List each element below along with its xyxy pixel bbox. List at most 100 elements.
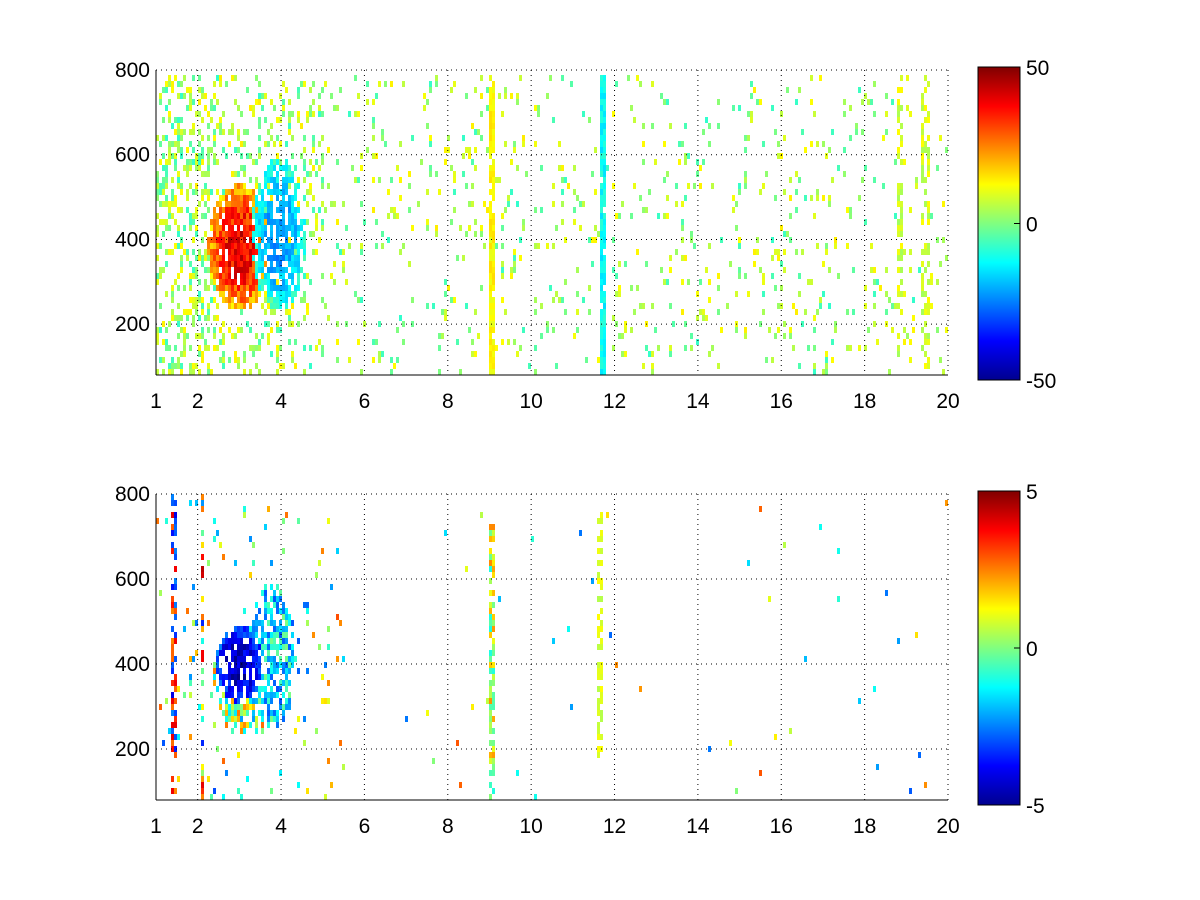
heatmap-cell: [219, 698, 222, 704]
heatmap-cell: [921, 141, 924, 147]
heatmap-cell: [246, 632, 249, 638]
heatmap-cell: [489, 309, 492, 315]
x-tick-label: 12: [603, 815, 626, 838]
heatmap-cell: [327, 315, 330, 321]
heatmap-cell: [558, 297, 561, 303]
heatmap-cell: [897, 249, 900, 255]
heatmap-cell: [252, 267, 255, 273]
heatmap-cell: [177, 357, 180, 363]
heatmap-cell: [594, 147, 597, 153]
heatmap-cell: [675, 183, 678, 189]
heatmap-cell: [288, 243, 291, 249]
heatmap-cell: [234, 147, 237, 153]
heatmap-cell: [465, 231, 468, 237]
heatmap-cell: [165, 165, 168, 171]
heatmap-cell: [669, 267, 672, 273]
heatmap-cell: [267, 339, 270, 345]
heatmap-cell: [282, 81, 285, 87]
heatmap-cell: [252, 189, 255, 195]
heatmap-cell: [507, 195, 510, 201]
heatmap-cell: [423, 93, 426, 99]
heatmap-cell: [210, 249, 213, 255]
heatmap-cell: [168, 207, 171, 213]
heatmap-cell: [492, 81, 495, 87]
heatmap-cell: [828, 195, 831, 201]
heatmap-cell: [231, 219, 234, 225]
heatmap-cell: [789, 333, 792, 339]
heatmap-cell: [273, 662, 276, 668]
heatmap-cell: [462, 255, 465, 261]
heatmap-cell: [708, 351, 711, 357]
heatmap-cell: [285, 237, 288, 243]
heatmap-cell: [276, 722, 279, 728]
heatmap-cell: [816, 189, 819, 195]
heatmap-cell: [492, 189, 495, 195]
heatmap-cell: [492, 560, 495, 566]
heatmap-cell: [474, 309, 477, 315]
heatmap-cell: [237, 788, 240, 794]
heatmap-cell: [276, 219, 279, 225]
heatmap-cell: [873, 279, 876, 285]
heatmap-cell: [600, 195, 603, 201]
heatmap-cell: [705, 117, 708, 123]
heatmap-cell: [924, 339, 927, 345]
heatmap-cell: [231, 243, 234, 249]
heatmap-cell: [699, 279, 702, 285]
heatmap-cell: [234, 560, 237, 566]
heatmap-cell: [222, 267, 225, 273]
heatmap-cell: [909, 357, 912, 363]
heatmap-cell: [231, 656, 234, 662]
heatmap-cell: [285, 285, 288, 291]
heatmap-cell: [921, 129, 924, 135]
heatmap-cell: [498, 93, 501, 99]
heatmap-cell: [531, 536, 534, 542]
heatmap-cell: [249, 626, 252, 632]
heatmap-cell: [216, 656, 219, 662]
heatmap-cell: [198, 141, 201, 147]
heatmap-cell: [600, 141, 603, 147]
heatmap-cell: [213, 207, 216, 213]
heatmap-cell: [264, 309, 267, 315]
heatmap-cell: [624, 261, 627, 267]
heatmap-cell: [225, 710, 228, 716]
heatmap-cell: [276, 345, 279, 351]
heatmap-cell: [216, 189, 219, 195]
heatmap-cell: [399, 315, 402, 321]
heatmap-cell: [237, 285, 240, 291]
heatmap-cell: [189, 309, 192, 315]
heatmap-cell: [243, 506, 246, 512]
heatmap-cell: [489, 752, 492, 758]
heatmap-cell: [921, 309, 924, 315]
heatmap-cell: [213, 81, 216, 87]
heatmap-cell: [252, 686, 255, 692]
heatmap-cell: [825, 243, 828, 249]
heatmap-cell: [249, 668, 252, 674]
heatmap-cell: [276, 602, 279, 608]
heatmap-cell: [930, 279, 933, 285]
heatmap-cell: [216, 159, 219, 165]
heatmap-cell: [180, 147, 183, 153]
heatmap-cell: [252, 542, 255, 548]
heatmap-cell: [246, 279, 249, 285]
heatmap-cell: [207, 249, 210, 255]
heatmap-cell: [504, 93, 507, 99]
heatmap-cell: [597, 231, 600, 237]
x-tick-label: 6: [359, 390, 371, 413]
heatmap-cell: [180, 363, 183, 369]
heatmap-cell: [303, 159, 306, 165]
heatmap-cell: [279, 656, 282, 662]
heatmap-cell: [198, 369, 201, 375]
heatmap-cell: [201, 764, 204, 770]
heatmap-cell: [171, 698, 174, 704]
heatmap-cell: [198, 87, 201, 93]
heatmap-cell: [378, 81, 381, 87]
heatmap-cell: [615, 291, 618, 297]
heatmap-cell: [261, 590, 264, 596]
heatmap-cell: [303, 740, 306, 746]
heatmap-cell: [159, 159, 162, 165]
heatmap-cell: [258, 189, 261, 195]
heatmap-cell: [735, 788, 738, 794]
heatmap-cell: [924, 351, 927, 357]
heatmap-cell: [603, 171, 606, 177]
heatmap-cell: [162, 87, 165, 93]
